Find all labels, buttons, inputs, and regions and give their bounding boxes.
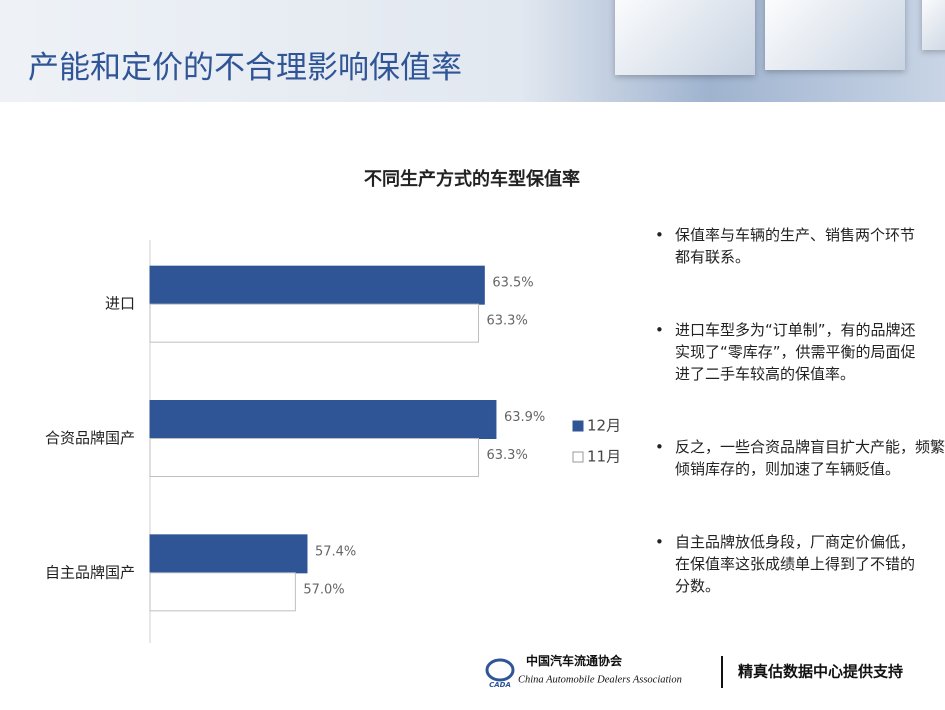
value-label: 63.5% (492, 276, 533, 291)
chart-title: 不同生产方式的车型保值率 (364, 168, 580, 190)
org-en: China Automobile Dealers Association (518, 674, 682, 685)
value-label: 63.3% (487, 314, 528, 329)
value-label: 57.0% (303, 582, 344, 597)
bar (149, 303, 480, 343)
category-label: 自主品牌国产 (45, 563, 135, 581)
legend-swatch (572, 451, 584, 463)
header: 产能和定价的不合理影响保值率 (0, 0, 945, 102)
bar (149, 400, 497, 439)
bar (149, 572, 296, 612)
logo-icon (485, 658, 515, 682)
header-image (922, 0, 945, 50)
category-label: 进口 (105, 295, 135, 313)
category-label: 合资品牌国产 (45, 429, 135, 447)
header-image (765, 0, 905, 70)
value-label: 57.4% (315, 544, 356, 559)
header-image (615, 0, 755, 75)
bullet: 保值率与车辆的生产、销售两个环节都有联系。 (655, 224, 923, 268)
bullet: 进口车型多为“订单制”，有的品牌还实现了“零库存”，供需平衡的局面促进了二手车较… (655, 319, 923, 385)
footer: CADA 中国汽车流通协会 China Automobile Dealers A… (485, 653, 903, 689)
bar (149, 265, 485, 305)
bar (149, 534, 308, 574)
value-label: 63.9% (504, 410, 545, 425)
bullet: 自主品牌放低身段，厂商定价偏低，在保值率这张成绩单上得到了不错的分数。 (655, 531, 923, 597)
org-cn: 中国汽车流通协会 (526, 653, 623, 668)
legend-label: 11月 (587, 448, 621, 466)
legend-swatch (572, 420, 584, 432)
value-label: 63.3% (487, 448, 528, 463)
bullet: 反之，一些合资品牌盲目扩大产能，频繁倾销库存的，则加速了车辆贬值。 (655, 436, 945, 480)
slide-title: 产能和定价的不合理影响保值率 (28, 50, 462, 86)
bar (149, 438, 480, 477)
logo-mark: CADA (489, 681, 511, 689)
legend-label: 12月 (587, 417, 621, 435)
support-text: 精真估数据中心提供支持 (738, 663, 903, 681)
